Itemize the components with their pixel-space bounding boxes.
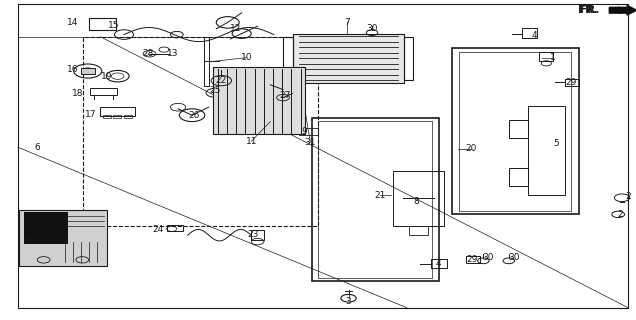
Text: 6: 6 bbox=[24, 236, 30, 245]
Bar bbox=[293, 34, 404, 83]
Text: 28: 28 bbox=[142, 49, 153, 58]
Bar bbox=[522, 28, 537, 38]
Text: 27: 27 bbox=[279, 92, 291, 100]
Bar bbox=[90, 88, 117, 95]
Bar bbox=[167, 225, 183, 231]
Bar bbox=[452, 48, 579, 214]
Bar bbox=[299, 128, 318, 135]
Text: FR.: FR. bbox=[579, 5, 598, 15]
Text: 11: 11 bbox=[245, 137, 257, 146]
Bar bbox=[100, 107, 135, 116]
Bar bbox=[466, 256, 480, 263]
Bar bbox=[283, 37, 293, 80]
Text: 30: 30 bbox=[366, 24, 378, 33]
Bar bbox=[124, 115, 132, 118]
Text: 29: 29 bbox=[466, 255, 478, 264]
Text: 26: 26 bbox=[188, 111, 200, 120]
Bar bbox=[251, 230, 264, 240]
Text: 9: 9 bbox=[301, 127, 307, 136]
Bar bbox=[528, 106, 565, 195]
Text: 17: 17 bbox=[85, 110, 96, 119]
Text: 23: 23 bbox=[247, 230, 259, 239]
Text: 18: 18 bbox=[72, 89, 83, 98]
Text: 7: 7 bbox=[343, 18, 350, 27]
Text: 10: 10 bbox=[241, 53, 252, 62]
Text: 6: 6 bbox=[34, 143, 40, 152]
Text: 19: 19 bbox=[101, 72, 113, 81]
Text: 3: 3 bbox=[345, 297, 352, 306]
Text: 14: 14 bbox=[67, 18, 79, 27]
Bar bbox=[409, 226, 428, 235]
Text: 16: 16 bbox=[67, 65, 79, 74]
Bar bbox=[318, 121, 432, 278]
Bar bbox=[459, 52, 571, 211]
Text: 1: 1 bbox=[550, 53, 556, 62]
Bar bbox=[103, 115, 111, 118]
Text: 21: 21 bbox=[375, 191, 386, 200]
FancyArrow shape bbox=[609, 5, 636, 15]
Text: 20: 20 bbox=[465, 144, 476, 153]
Bar bbox=[539, 52, 553, 61]
Text: 30: 30 bbox=[483, 253, 494, 262]
Text: 15: 15 bbox=[107, 21, 119, 30]
Bar bbox=[565, 79, 579, 86]
Bar bbox=[83, 37, 318, 226]
Text: 13: 13 bbox=[167, 49, 179, 58]
Text: 31: 31 bbox=[305, 138, 316, 147]
Text: 25: 25 bbox=[209, 86, 221, 95]
Bar bbox=[393, 171, 444, 226]
Text: 24: 24 bbox=[152, 225, 163, 234]
Bar bbox=[81, 68, 95, 74]
Bar bbox=[431, 259, 447, 268]
Text: 29: 29 bbox=[565, 78, 577, 87]
Bar bbox=[19, 210, 107, 266]
Text: 5: 5 bbox=[553, 140, 560, 148]
Text: 22: 22 bbox=[216, 76, 227, 85]
Text: 12: 12 bbox=[230, 24, 241, 33]
Text: 4: 4 bbox=[436, 259, 441, 268]
Bar bbox=[113, 115, 121, 118]
Bar bbox=[404, 37, 413, 80]
Text: 8: 8 bbox=[413, 197, 420, 206]
Text: 4: 4 bbox=[532, 31, 537, 40]
Text: 2: 2 bbox=[626, 192, 631, 201]
Bar bbox=[509, 168, 528, 186]
Bar bbox=[312, 118, 439, 281]
Bar bbox=[213, 67, 305, 134]
Text: 2: 2 bbox=[618, 210, 623, 219]
Bar bbox=[24, 212, 68, 244]
Text: FR.: FR. bbox=[580, 5, 599, 15]
Bar bbox=[89, 18, 116, 30]
Bar bbox=[204, 37, 209, 86]
Bar bbox=[509, 120, 528, 138]
Text: 30: 30 bbox=[508, 253, 520, 262]
